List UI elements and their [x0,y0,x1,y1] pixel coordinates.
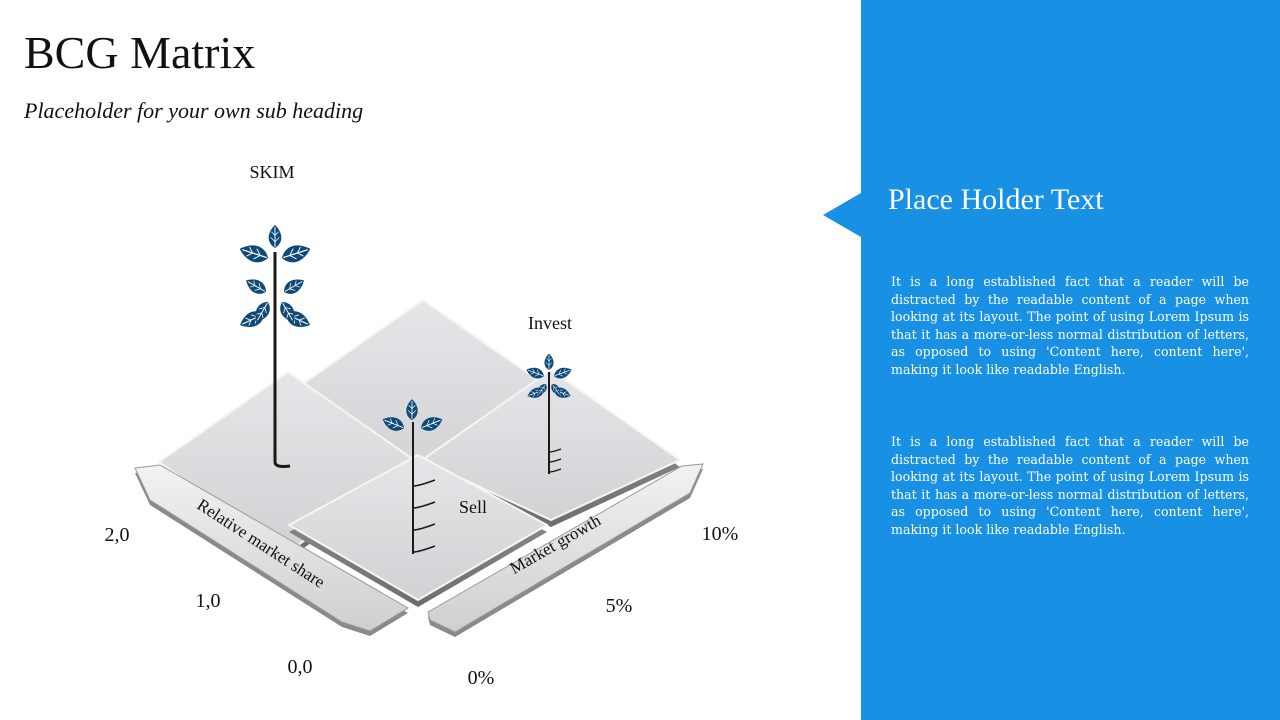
left-tick-2: 1,0 [196,590,221,612]
right-tick-2: 5% [606,595,633,617]
right-tick-1: 10% [702,523,739,545]
bcg-matrix-diagram: Relative market share Market growth SKIM… [105,162,739,689]
left-tick-3: 0,0 [288,656,313,678]
panel-pointer [823,193,861,237]
left-tick-1: 2,0 [105,524,130,546]
quadrant-label-invest: Invest [528,313,572,333]
tile-bottom [286,453,550,607]
panel-paragraph-1: It is a long established fact that a rea… [891,274,1249,377]
side-panel [861,0,1280,720]
plant-young-icon [524,353,574,474]
right-tick-3: 0% [468,667,495,689]
page-title: BCG Matrix [24,27,256,78]
page-subtitle: Placeholder for your own sub heading [24,98,364,123]
panel-title: Place Holder Text [888,183,1104,216]
panel-paragraph-2: It is a long established fact that a rea… [891,434,1249,537]
plant-sprout-icon [379,398,446,554]
plant-large-icon [236,224,314,468]
quadrant-label-skim: SKIM [249,162,294,182]
quadrant-label-sell: Sell [459,497,487,517]
